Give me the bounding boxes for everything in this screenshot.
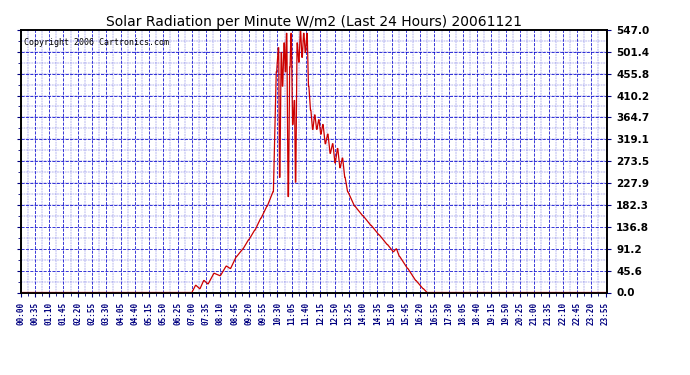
Title: Solar Radiation per Minute W/m2 (Last 24 Hours) 20061121: Solar Radiation per Minute W/m2 (Last 24…	[106, 15, 522, 29]
Text: Copyright 2006 Cartronics.com: Copyright 2006 Cartronics.com	[23, 38, 168, 47]
